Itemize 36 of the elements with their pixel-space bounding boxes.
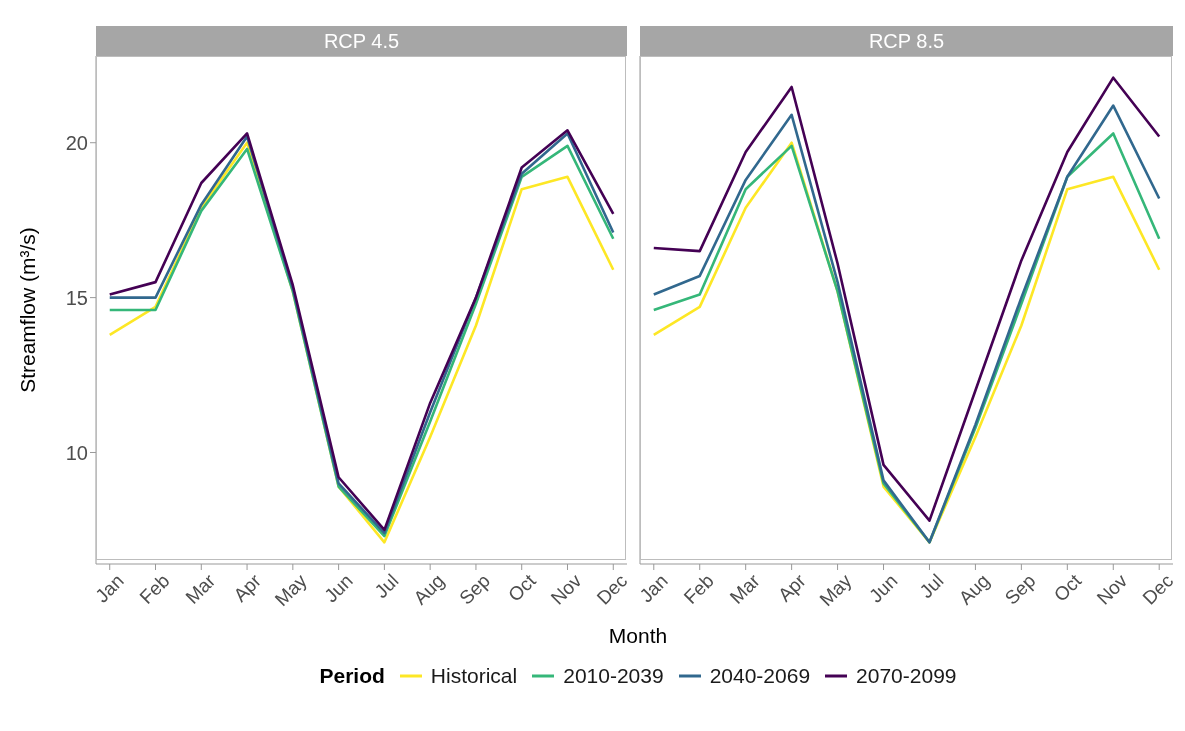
legend-label: 2070-2099 bbox=[856, 664, 957, 688]
y-tick-label: 15 bbox=[65, 286, 88, 309]
legend-title: Period bbox=[319, 664, 385, 688]
x-tick-label: Aug bbox=[954, 569, 994, 609]
x-tick-label: Feb bbox=[135, 569, 174, 608]
chart-title: RCP 8.5 bbox=[640, 26, 1173, 56]
x-axis-title: Month bbox=[607, 624, 669, 648]
y-tick-label: 10 bbox=[65, 441, 88, 464]
x-tick-label: Aug bbox=[409, 569, 449, 609]
x-tick-label: Dec bbox=[592, 569, 632, 609]
x-tick-label: Mar bbox=[181, 569, 220, 608]
x-tick-label: Sep bbox=[455, 569, 495, 609]
x-tick-label: Sep bbox=[1000, 569, 1040, 609]
x-tick-label: Jul bbox=[915, 569, 948, 602]
x-tick-label: Jan bbox=[91, 569, 128, 607]
legend-label: 2040-2069 bbox=[709, 664, 811, 688]
x-tick-label: Jan bbox=[635, 569, 672, 607]
x-tick-label: Nov bbox=[546, 569, 586, 609]
y-axis-title: Streamflow (m³/s) bbox=[16, 227, 40, 393]
legend-label: 2010-2039 bbox=[563, 664, 664, 688]
x-tick-label: Mar bbox=[725, 569, 765, 608]
x-tick-label: Apr bbox=[229, 569, 266, 606]
y-tick-label: 20 bbox=[65, 131, 88, 154]
x-tick-label: Apr bbox=[773, 569, 811, 606]
x-tick-label: Feb bbox=[679, 569, 718, 608]
x-tick-label: Dec bbox=[1138, 569, 1178, 609]
legend-label: Historical bbox=[430, 664, 518, 688]
x-tick-label: May bbox=[270, 569, 312, 611]
chart-title: RCP 4.5 bbox=[96, 26, 627, 56]
x-tick-label: Oct bbox=[504, 569, 541, 606]
x-tick-label: Nov bbox=[1092, 569, 1132, 609]
x-tick-label: Jul bbox=[370, 569, 403, 602]
x-tick-label: Jun bbox=[865, 569, 902, 607]
x-tick-label: Jun bbox=[320, 569, 357, 607]
x-tick-label: May bbox=[815, 569, 857, 611]
x-tick-label: Oct bbox=[1049, 569, 1086, 606]
